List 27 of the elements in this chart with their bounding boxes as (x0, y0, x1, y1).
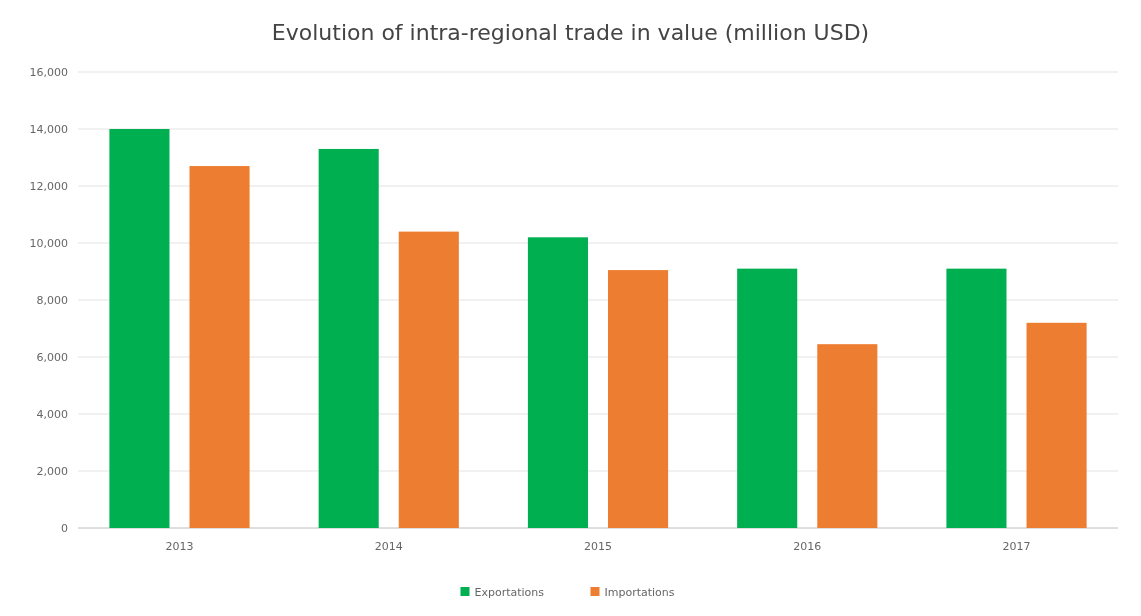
legend-label: Importations (604, 586, 675, 599)
legend-label: Exportations (474, 586, 545, 599)
bar (318, 148, 379, 528)
bar (109, 129, 170, 528)
bar (1026, 322, 1087, 528)
bar (527, 237, 588, 528)
x-tick-label: 2015 (584, 540, 612, 553)
chart-title: Evolution of intra-regional trade in value (million USD) (271, 20, 870, 45)
y-tick-label: 14,000 (29, 122, 68, 136)
y-tick-label: 8,000 (36, 293, 68, 307)
y-tick-label: 12,000 (29, 179, 68, 193)
y-tick-label: 16,000 (29, 65, 68, 79)
y-tick-label: 6,000 (36, 350, 68, 364)
bar (189, 166, 250, 528)
x-tick-label: 2017 (1002, 540, 1031, 553)
bar (398, 231, 459, 528)
x-tick-label: 2014 (374, 540, 403, 553)
y-tick-label: 4,000 (36, 407, 68, 421)
y-tick-label: 0 (61, 521, 68, 535)
bar (946, 268, 1007, 528)
bar (737, 268, 798, 528)
x-tick-label: 2013 (165, 540, 194, 553)
y-tick-label: 2,000 (36, 464, 68, 478)
y-tick-label: 10,000 (29, 236, 68, 250)
bar (817, 344, 878, 528)
x-tick-label: 2016 (793, 540, 822, 553)
bar (608, 270, 669, 528)
